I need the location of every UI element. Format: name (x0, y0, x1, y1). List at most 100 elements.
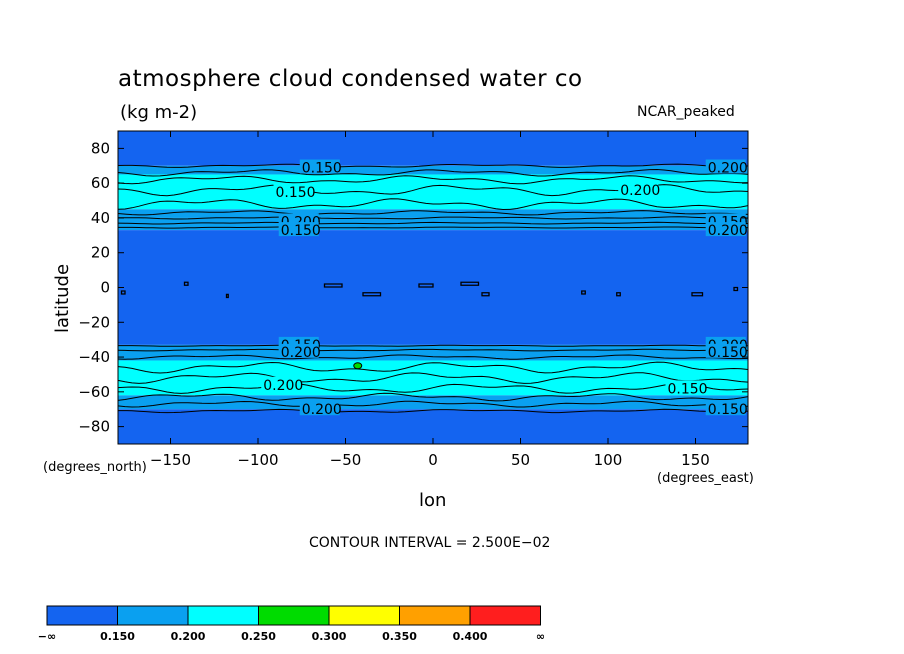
y-tick-label: −40 (78, 348, 110, 366)
chart-units: (kg m-2) (120, 102, 198, 123)
colorbar-swatch (399, 605, 471, 626)
contour-label: 0.200 (708, 223, 748, 239)
x-axis-units: (degrees_east) (657, 471, 754, 486)
contour-line (323, 283, 343, 288)
contour-label: 0.200 (620, 183, 660, 199)
axes: −150 −100 −50 0 50 100 150 80 60 40 20 0 −20 −40 −60 −8… (78, 130, 749, 469)
contour-band (118, 395, 748, 410)
contour-line (117, 392, 749, 402)
contour-label: 0.200 (263, 378, 303, 394)
contour-line (581, 290, 586, 295)
contour-line (117, 348, 749, 352)
y-axis-units: (degrees_north) (43, 460, 147, 475)
y-tick-label: 0 (100, 279, 110, 297)
colorbar-label: 0.350 (382, 630, 417, 643)
x-tick-label: 100 (594, 451, 623, 469)
contour-label-bg (278, 222, 319, 237)
colorbar-label: 0.300 (312, 630, 347, 643)
colorbar-label: 0.250 (241, 630, 276, 643)
colorbar: −∞ 0.150 0.200 0.250 0.300 0.350 0.400 ∞ (38, 605, 545, 643)
contour-label-bg (299, 401, 340, 416)
contour-label-bg (618, 182, 659, 197)
colorbar-swatch (117, 605, 189, 626)
x-tick-label: −150 (150, 451, 191, 469)
contour-line (117, 198, 749, 211)
y-tick-label: 60 (91, 174, 110, 192)
x-tick-label: −100 (237, 451, 278, 469)
y-tick-label: 40 (91, 209, 110, 227)
contour-line (118, 344, 748, 347)
colorbar-label: −∞ (38, 630, 56, 643)
contour-label-bg (705, 401, 746, 416)
x-tick-label: −50 (330, 451, 362, 469)
colorbar-label: 0.400 (453, 630, 488, 643)
contour-band (118, 344, 748, 361)
x-tick-label: 50 (511, 451, 530, 469)
contour-region (353, 362, 363, 370)
contour-label-bg (278, 343, 319, 358)
contour-label: 0.150 (276, 185, 316, 201)
contour-label: 0.150 (668, 381, 708, 397)
contour-line (183, 281, 189, 286)
contour-label-bg (705, 159, 746, 174)
contour-line (117, 168, 749, 177)
colorbar-swatch (258, 605, 330, 626)
contour-line (118, 408, 749, 414)
contour-line (117, 221, 749, 225)
contour-label: 0.150 (708, 402, 748, 418)
plot-area: 0.1500.2000.1500.2000.2000.1500.1500.200… (117, 131, 749, 444)
colorbar-swatch (469, 605, 541, 626)
contour-line (117, 382, 749, 394)
contour-label: 0.150 (302, 161, 342, 177)
contour-label: 0.200 (302, 402, 342, 418)
contour-line (362, 292, 382, 297)
colorbar-swatch (187, 605, 259, 626)
x-axis-label: lon (419, 490, 447, 511)
contour-label-bg (705, 222, 746, 237)
contour-label-bg (299, 159, 340, 174)
contour-line (117, 354, 749, 360)
y-tick-label: 80 (91, 139, 110, 157)
colorbar-label: ∞ (536, 630, 545, 643)
colorbar-swatch (46, 605, 118, 626)
x-tick-label: 150 (681, 451, 710, 469)
contour-label-bg (665, 380, 706, 395)
contour-line (117, 163, 749, 168)
colorbar-label: 0.150 (100, 630, 135, 643)
contour-line (691, 292, 704, 297)
contour-line (117, 361, 749, 374)
contour-line (117, 210, 749, 216)
contour-label: 0.200 (281, 345, 321, 361)
contour-band (118, 217, 748, 231)
y-tick-label: −60 (78, 383, 110, 401)
contour-line (120, 290, 126, 295)
contour-label-bg (261, 376, 302, 391)
contour-label-bg (705, 343, 746, 358)
contour-line (225, 293, 229, 299)
y-tick-label: −20 (78, 313, 110, 331)
contour-label: 0.150 (281, 223, 321, 239)
contour-line (733, 286, 739, 292)
contour-line (117, 400, 749, 408)
contour-line (118, 226, 748, 229)
y-tick-label: 20 (91, 244, 110, 262)
contour-line (481, 292, 490, 297)
colorbar-label: 0.200 (171, 630, 206, 643)
contour-interval-text: CONTOUR INTERVAL = 2.500E−02 (309, 535, 551, 551)
contour-line (117, 175, 749, 185)
y-tick-label: −80 (78, 418, 110, 436)
dataset-label: NCAR_peaked (637, 104, 735, 120)
contour-line (117, 372, 749, 384)
chart-title: atmosphere cloud condensed water co (118, 66, 583, 92)
contour-line (460, 281, 480, 286)
contour-label: 0.200 (708, 161, 748, 177)
contour-line (117, 216, 748, 220)
contour-label-bg (273, 183, 314, 198)
contour-label: 0.150 (708, 345, 748, 361)
contour-line (616, 292, 621, 297)
colorbar-swatch (328, 605, 400, 626)
contour-band (118, 209, 748, 218)
x-tick-label: 0 (428, 451, 438, 469)
contour-line (418, 283, 434, 288)
